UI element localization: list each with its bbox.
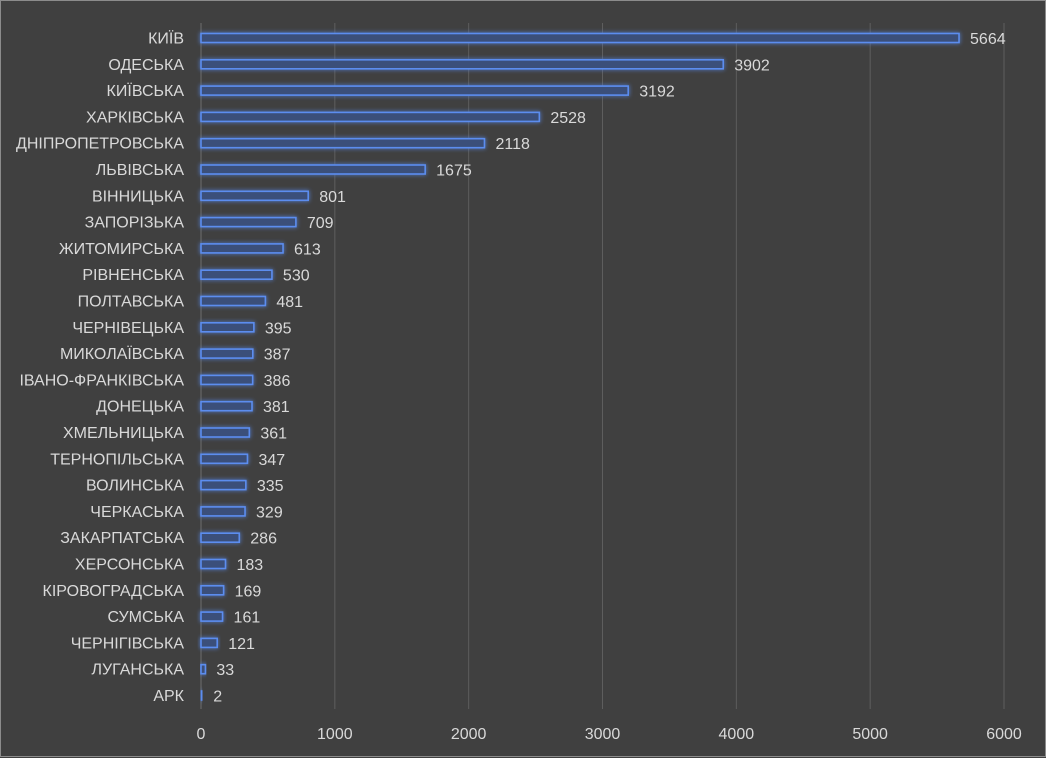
data-label: 329 <box>256 504 283 521</box>
category-label: ІВАНО-ФРАНКІВСЬКА <box>19 372 184 389</box>
data-label: 286 <box>250 531 277 548</box>
x-tick-label: 2000 <box>451 726 487 743</box>
bar <box>200 532 241 544</box>
bar <box>200 348 254 359</box>
category-label: ХАРКІВСЬКА <box>86 109 184 126</box>
bar <box>200 164 426 175</box>
data-label: 381 <box>263 399 290 416</box>
data-label: 121 <box>228 636 255 653</box>
bar <box>200 663 207 675</box>
data-label: 801 <box>319 189 346 206</box>
value-labels: 5664 3902 3192 2528 2118 1675 801 709 613 530 481 3… <box>213 31 1006 706</box>
category-label: ЧЕРНІВЕЦЬКА <box>72 320 184 337</box>
category-label: КИЇВ <box>148 30 184 48</box>
bar <box>200 269 273 281</box>
category-label: ХМЕЛЬНИЦЬКА <box>63 425 184 442</box>
category-label: ПОЛТАВСЬКА <box>78 294 185 311</box>
category-label: КІРОВОГРАДСЬКА <box>43 583 185 600</box>
category-label: ХЕРСОНСЬКА <box>75 557 184 574</box>
category-labels: КИЇВ ОДЕСЬКА КИЇВСЬКА ХАРКІВСЬКА ДНІПРОПЕТРО… <box>16 30 185 706</box>
bar <box>200 243 284 254</box>
data-label: 386 <box>264 373 291 390</box>
data-label: 481 <box>276 294 303 311</box>
bar <box>200 558 227 570</box>
data-label: 709 <box>307 215 334 232</box>
bar <box>200 216 297 228</box>
data-label: 387 <box>264 347 291 364</box>
data-label: 33 <box>216 662 234 679</box>
data-label: 395 <box>265 320 292 337</box>
data-label: 2528 <box>550 110 586 127</box>
data-label: 161 <box>234 610 261 627</box>
category-label: КИЇВСЬКА <box>107 82 185 100</box>
x-axis-tick-labels: 0 1000 2000 3000 4000 5000 6000 <box>197 726 1022 743</box>
x-tick-label: 3000 <box>585 726 621 743</box>
category-label: АРК <box>153 688 184 705</box>
category-label: ДОНЕЦЬКА <box>96 399 184 416</box>
data-label: 361 <box>260 426 287 443</box>
category-label: МИКОЛАЇВСЬКА <box>60 345 184 363</box>
bar <box>200 190 310 202</box>
bar <box>200 295 267 307</box>
data-label: 169 <box>235 583 262 600</box>
x-tick-label: 6000 <box>986 726 1022 743</box>
data-label: 530 <box>283 268 310 285</box>
bar <box>200 400 253 412</box>
category-label: ВІННИЦЬКА <box>92 188 184 205</box>
data-label: 3902 <box>734 57 770 74</box>
category-label: ЛУГАНСЬКА <box>91 662 184 679</box>
bar <box>200 584 225 596</box>
x-tick-label: 1000 <box>317 726 353 743</box>
category-label: ВОЛИНСЬКА <box>86 478 184 495</box>
bar <box>200 58 725 70</box>
category-label: ОДЕСЬКА <box>108 57 184 74</box>
category-label: РІВНЕНСЬКА <box>82 267 184 284</box>
category-label: ЧЕРНІГІВСЬКА <box>71 635 185 652</box>
x-tick-label: 5000 <box>852 726 888 743</box>
bar <box>200 637 218 649</box>
category-label: ТЕРНОПІЛЬСЬКА <box>50 451 184 468</box>
bar <box>200 690 204 701</box>
category-label: ЧЕРКАСЬКА <box>90 504 184 521</box>
data-label: 183 <box>236 557 263 574</box>
data-label: 335 <box>257 478 284 495</box>
bars <box>200 32 960 701</box>
category-label: СУМСЬКА <box>107 609 184 626</box>
bar <box>200 137 486 149</box>
bar <box>200 453 249 465</box>
data-label: 3192 <box>639 84 675 101</box>
data-label: 2118 <box>495 136 530 153</box>
category-label: ЛЬВІВСЬКА <box>96 162 185 179</box>
gridlines <box>200 23 1005 709</box>
x-tick-label: 4000 <box>719 726 755 743</box>
bar <box>200 111 541 123</box>
data-label: 613 <box>294 241 321 258</box>
category-label: ЗАКАРПАТСЬКА <box>60 530 184 547</box>
data-label: 5664 <box>970 31 1006 48</box>
data-label: 347 <box>258 452 285 469</box>
data-label: 2 <box>213 689 222 706</box>
bar <box>200 321 255 333</box>
bar <box>200 374 254 386</box>
bar <box>200 479 247 491</box>
bar <box>200 506 246 517</box>
category-label: ЖИТОМИРСЬКА <box>59 241 184 258</box>
category-label: ЗАПОРІЗЬКА <box>85 215 185 232</box>
x-tick-label: 0 <box>197 726 206 743</box>
bar <box>200 85 629 96</box>
bar <box>200 427 251 438</box>
bar <box>200 611 224 622</box>
category-label: ДНІПРОПЕТРОВСЬКА <box>16 136 184 153</box>
data-label: 1675 <box>436 163 472 180</box>
bar <box>200 32 960 44</box>
